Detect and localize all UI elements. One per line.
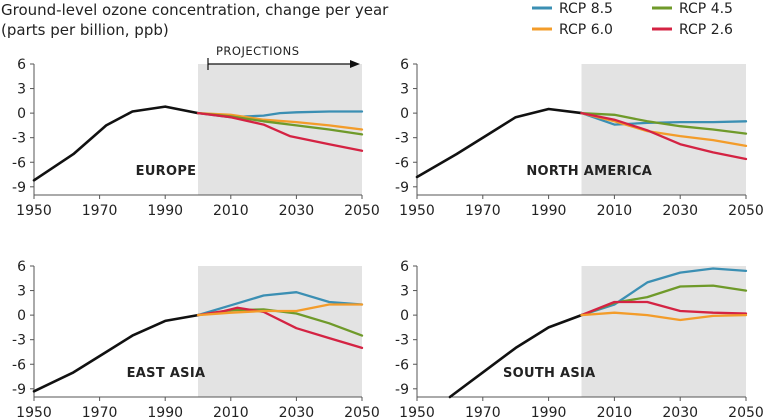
arrow-right-icon [350,60,360,68]
legend-item-rcp-6-0: RCP 6.0 [532,22,613,38]
series-line-rcp-8-5 [580,267,748,317]
projection-shade [581,266,746,397]
y-tick-label: -9 [12,180,26,196]
x-tick-label: 2010 [213,203,249,219]
x-tick-label: 1950 [16,203,52,219]
region-label: EUROPE [136,164,197,179]
x-tick-label: 2050 [728,203,764,219]
y-tick-label: -6 [395,357,409,373]
y-tick-label: 6 [17,259,26,275]
series-line-rcp-6-0 [196,303,364,317]
series-line-rcp-2-6 [580,300,748,317]
x-tick-label: 1970 [82,203,118,219]
series-line-historical [415,107,583,179]
x-tick-label: 1990 [531,203,567,219]
y-tick-label: -6 [395,155,409,171]
chart-panels: 6 3 0 -3 -6 -9 1950 1970 1990 2010 2030 2050 EUROPE P… [12,44,764,419]
legend-label: RCP 2.6 [679,22,733,38]
series-line-rcp-4-5 [580,111,748,135]
x-tick-label: 2010 [597,405,633,419]
y-tick-label: -3 [12,333,26,349]
y-tick-label: -3 [12,131,26,147]
x-tick-label: 2030 [279,405,315,419]
x-tick-label: 2030 [662,405,698,419]
y-tick-label: -6 [12,357,26,373]
series-line-rcp-8-5 [196,291,364,317]
series-line-rcp-6-0 [580,111,748,148]
legend-label: RCP 4.5 [679,1,733,17]
y-tick-label: -3 [395,333,409,349]
x-tick-label: 1970 [82,405,118,419]
y-tick-label: 3 [17,82,26,98]
x-tick-label: 2010 [213,405,249,419]
series-line-rcp-2-6 [196,111,364,152]
x-tick-label: 2050 [344,405,380,419]
x-tick-label: 1970 [465,405,501,419]
series-line-historical [448,313,583,399]
series-line-rcp-8-5 [580,111,748,126]
x-tick-label: 2030 [662,203,698,219]
panel-east-asia: 6 3 0 -3 -6 -9 1950 1970 1990 2010 2030 2050 EAST AS… [12,259,380,419]
projections-label: PROJECTIONS [216,44,300,58]
legend-item-rcp-2-6: RCP 2.6 [652,22,733,38]
legend-label: RCP 8.5 [559,1,613,17]
x-tick-label: 2050 [728,405,764,419]
region-label: SOUTH ASIA [503,366,596,381]
x-tick-label: 2050 [344,203,380,219]
series-line-rcp-6-0 [196,111,364,131]
legend-item-rcp-8-5: RCP 8.5 [532,1,613,17]
y-tick-label: -6 [12,155,26,171]
legend-item-rcp-4-5: RCP 4.5 [652,1,733,17]
y-tick-label: -9 [12,382,26,398]
x-tick-label: 1950 [399,203,435,219]
x-tick-label: 1950 [16,405,52,419]
x-tick-label: 2030 [279,203,315,219]
y-tick-label: 3 [400,284,409,300]
series-line-historical [32,105,200,182]
y-tick-label: 6 [400,259,409,275]
y-tick-label: 6 [400,57,409,73]
figure-title-line-2: (parts per billion, ppb) [1,21,169,39]
series-line-rcp-2-6 [580,111,748,161]
y-tick-label: 0 [400,308,409,324]
x-tick-label: 1950 [399,405,435,419]
y-tick-label: -9 [395,180,409,196]
legend: RCP 8.5 RCP 4.5 RCP 6.0 RCP 2.6 [532,1,733,38]
projections-annotation: PROJECTIONS [207,44,360,70]
projection-shade [198,266,362,397]
panel-europe: 6 3 0 -3 -6 -9 1950 1970 1990 2010 2030 2050 EUROPE P… [12,44,380,219]
y-tick-label: 0 [17,106,26,122]
y-tick-label: 0 [17,308,26,324]
region-label: EAST ASIA [127,366,206,381]
series-line-historical [32,313,200,393]
x-tick-label: 1990 [531,405,567,419]
region-label: NORTH AMERICA [526,164,652,179]
y-tick-label: 6 [17,57,26,73]
x-tick-label: 1970 [465,203,501,219]
legend-label: RCP 6.0 [559,22,613,38]
y-tick-label: -3 [395,131,409,147]
series-line-rcp-6-0 [580,311,748,322]
x-tick-label: 1990 [147,405,183,419]
y-tick-label: 3 [17,284,26,300]
y-tick-label: 3 [400,82,409,98]
figure-title-line-1: Ground-level ozone concentration, change… [1,1,389,19]
panel-north-america: 6 3 0 -3 -6 -9 1950 1970 1990 2010 2030 2050 NORTH A… [395,57,764,219]
panel-south-asia: 6 3 0 -3 -6 -9 1950 1970 1990 2010 2030 2050 SOUTH A… [395,259,764,419]
projection-shade [198,64,362,195]
x-tick-label: 1990 [147,203,183,219]
y-tick-label: 0 [400,106,409,122]
y-tick-label: -9 [395,382,409,398]
x-tick-label: 2010 [597,203,633,219]
